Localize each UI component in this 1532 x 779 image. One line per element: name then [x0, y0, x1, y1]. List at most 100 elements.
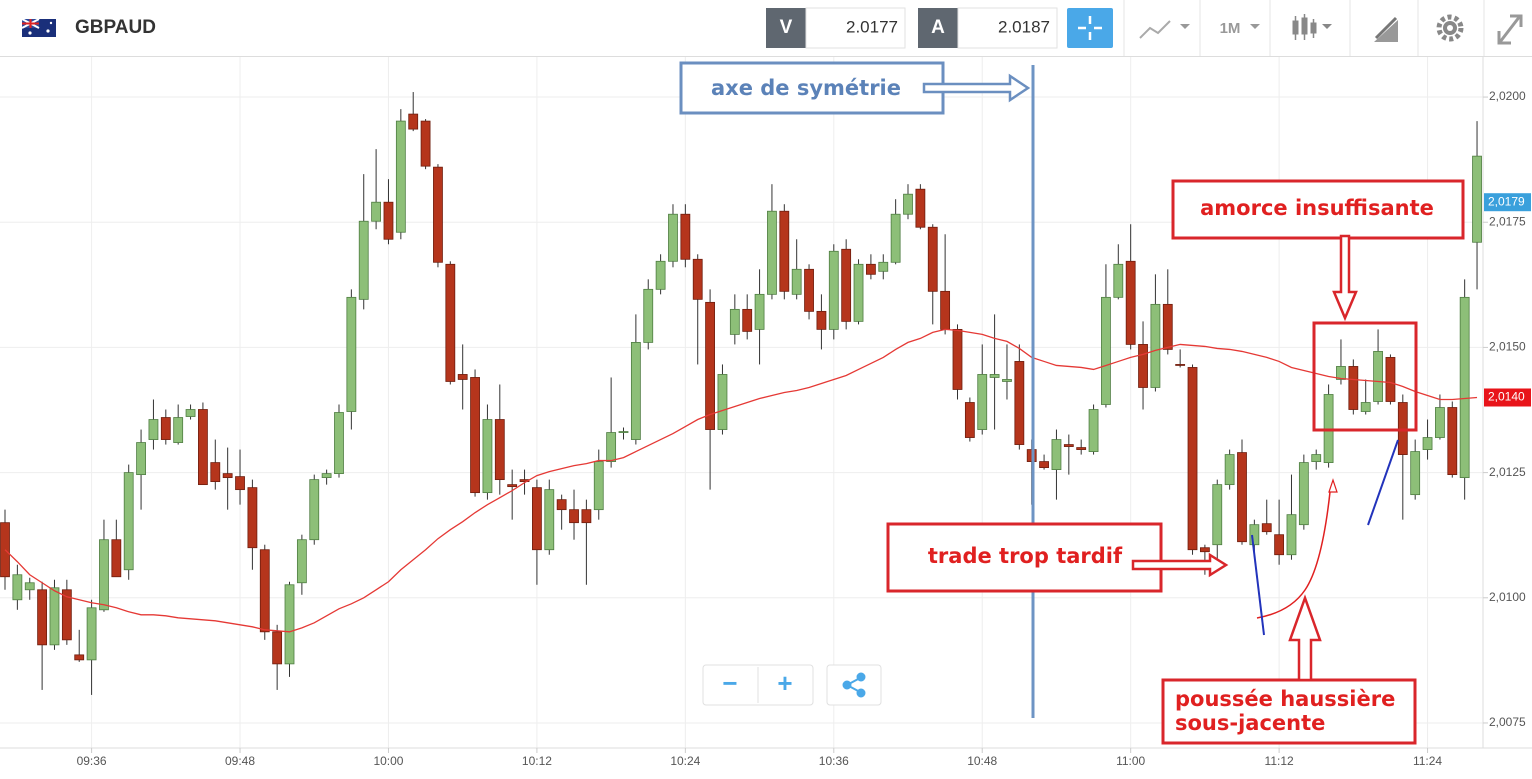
- zoom-in-button[interactable]: +: [777, 668, 792, 698]
- candle-body: [1224, 454, 1235, 486]
- candle-body: [1076, 447, 1087, 450]
- candle-body: [1187, 367, 1198, 551]
- candle-body: [890, 213, 901, 263]
- annotation: trade trop tardif: [928, 544, 1123, 568]
- y-tick-label: 2,0075: [1489, 715, 1526, 729]
- chart-type-button[interactable]: [1139, 20, 1190, 39]
- candle-body: [346, 296, 357, 412]
- candle-body: [494, 419, 505, 481]
- candle-body: [24, 582, 35, 591]
- x-tick-label: 10:24: [670, 754, 700, 768]
- candle-style-button[interactable]: [1292, 14, 1332, 40]
- annotation-arrow: [1288, 594, 1322, 682]
- price-label: 2,0140: [1488, 390, 1525, 404]
- share-button[interactable]: [826, 664, 882, 706]
- y-tick-label: 2,0125: [1489, 465, 1526, 479]
- candle-body: [742, 308, 753, 332]
- x-tick-label: 09:48: [225, 754, 255, 768]
- timeframe[interactable]: 1M: [1220, 20, 1241, 37]
- candle-body: [272, 631, 283, 665]
- candle-body: [1002, 379, 1012, 382]
- candle-body: [358, 220, 369, 300]
- candle-body: [1261, 523, 1272, 533]
- candle-body: [643, 288, 654, 343]
- candle-body: [1063, 444, 1074, 447]
- trend-line: [1367, 439, 1399, 526]
- candle-body: [1360, 402, 1371, 412]
- candle-body: [655, 260, 666, 290]
- candle-body: [123, 472, 134, 571]
- candle-body: [544, 489, 555, 551]
- candle-body: [1088, 409, 1099, 452]
- crosshair-button[interactable]: [1067, 8, 1113, 48]
- candle-body: [507, 484, 518, 488]
- candle-body: [259, 549, 270, 633]
- candle-body: [1237, 452, 1247, 543]
- y-tick-label: 2,0200: [1489, 89, 1526, 103]
- candle-body: [111, 539, 122, 578]
- bid-price: 2.0177: [846, 17, 898, 36]
- y-tick-label: 2,0175: [1489, 214, 1526, 228]
- candle-body: [61, 589, 72, 641]
- price-label-box: [1484, 388, 1531, 407]
- timeframe-button[interactable]: 1M: [1220, 20, 1260, 37]
- candle-body: [1138, 344, 1148, 388]
- drawing-tools-button[interactable]: [1374, 16, 1398, 42]
- candle-body: [606, 432, 617, 462]
- candle-body: [1435, 407, 1445, 438]
- candle-body: [779, 210, 790, 292]
- candle-body: [853, 263, 864, 322]
- candle-body: [37, 589, 48, 646]
- candle-body: [1249, 524, 1260, 546]
- candle-body: [185, 409, 196, 417]
- candle-body: [816, 310, 827, 330]
- settings-button[interactable]: [1436, 14, 1464, 42]
- candle-body: [1274, 534, 1285, 556]
- candle-body: [754, 293, 765, 330]
- candle-body: [1051, 439, 1062, 470]
- price-label: 2,0179: [1488, 194, 1525, 208]
- candle-body: [581, 509, 592, 524]
- ask-label[interactable]: A: [931, 17, 945, 38]
- y-tick-label: 2,0150: [1489, 340, 1526, 354]
- candle-body: [99, 539, 109, 611]
- symbol: GBPAUD: [75, 17, 156, 38]
- candle-body: [482, 419, 493, 494]
- candle-body: [235, 476, 245, 491]
- candle-body: [1410, 451, 1421, 496]
- candle-body: [532, 487, 542, 551]
- candle-body: [1125, 260, 1136, 345]
- candle-body: [729, 308, 740, 335]
- candle-body: [767, 210, 777, 295]
- candle-body: [940, 290, 951, 330]
- candle-body: [1162, 303, 1173, 350]
- bid-button[interactable]: [766, 8, 806, 48]
- candle-body: [148, 419, 159, 440]
- candle-body: [593, 461, 604, 511]
- crosshair-icon: [1078, 16, 1102, 40]
- candle-body: [1336, 366, 1346, 380]
- fullscreen-button[interactable]: [1497, 14, 1523, 45]
- candle-body: [927, 226, 938, 292]
- x-tick-label: 10:00: [373, 754, 403, 768]
- candle-body: [408, 113, 419, 130]
- candle-body: [296, 539, 307, 584]
- candle-body: [420, 120, 431, 167]
- candle-body: [705, 301, 715, 430]
- annotation: amorce insuffisante: [1200, 196, 1434, 220]
- price-label-box: [1484, 193, 1531, 212]
- zoom-out-button[interactable]: −: [722, 668, 737, 698]
- candle-body: [136, 442, 146, 476]
- ask-button[interactable]: [918, 8, 958, 48]
- candle-body: [964, 402, 975, 438]
- bid-label[interactable]: V: [780, 17, 793, 38]
- candle-body: [717, 374, 728, 430]
- candle-body: [1298, 462, 1309, 526]
- candle-body: [1212, 484, 1223, 546]
- candle-body: [371, 201, 382, 222]
- bid-box: [805, 7, 906, 49]
- candle-body: [383, 201, 394, 240]
- share-icon: [842, 672, 866, 698]
- candle-body: [445, 263, 456, 382]
- candle-body: [395, 120, 406, 233]
